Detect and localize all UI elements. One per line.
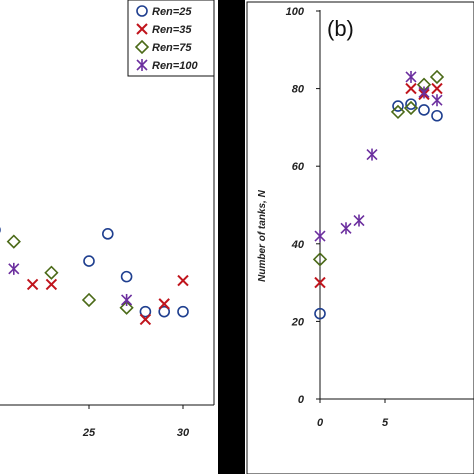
panel-b-point-x	[431, 82, 443, 95]
panel-a-point-circle	[120, 270, 133, 283]
panel-b-y-tick-label: 0	[298, 394, 305, 406]
panel-b-point-diamond	[403, 100, 419, 116]
panel-a-point-x	[177, 274, 189, 287]
legend-marker-diamond	[134, 39, 150, 55]
panel-b-point-diamond	[390, 104, 406, 120]
panel-b-point-x	[405, 82, 417, 95]
panel-a-point-x	[45, 278, 58, 291]
panel-b-point-asterisk	[353, 214, 365, 227]
panel-b-label: (b)	[327, 16, 354, 41]
panel-a-point-asterisk	[8, 262, 20, 275]
panel-a-point-circle	[102, 228, 114, 240]
panel-b-point-x	[314, 276, 326, 289]
panel-a: 25 30 Ren=25 Ren=35 Ren=75 Ren=100	[0, 0, 215, 439]
panel-b-y-axis-title: Number of tanks, N	[257, 189, 268, 281]
panel-b-point-asterisk	[314, 230, 326, 243]
panel-b-point-asterisk	[366, 148, 378, 161]
panel-a-point-diamond	[119, 300, 134, 315]
panel-b-x-tick-label: 5	[382, 417, 389, 429]
panel-a-point-diamond	[6, 234, 21, 249]
panel-a-point-diamond	[44, 265, 59, 280]
panel-b: (b) Number of tanks, N 0 20 40 60 80 100 0 5	[246, 1, 474, 474]
panel-a-point-circle	[139, 305, 152, 318]
panel-b-point-circle	[431, 109, 443, 122]
panel-b-point-diamond	[312, 252, 328, 267]
panel-b-point-asterisk	[418, 86, 430, 99]
panel-a-point-x	[26, 278, 39, 291]
panel-a-x-tick-label: 30	[177, 427, 190, 439]
panel-a-x-tick-label: 25	[82, 427, 96, 439]
panel-a-point-x	[139, 313, 152, 326]
panel-b-point-circle	[314, 307, 326, 320]
panel-b-point-diamond	[429, 69, 445, 85]
panel-b-background	[245, 0, 474, 474]
panel-b-y-tick-label: 100	[286, 6, 305, 18]
panel-b-y-tick-label: 20	[291, 316, 305, 328]
panel-a-point-circle	[177, 305, 189, 318]
legend-entry: Ren=75	[152, 42, 192, 54]
panel-b-point-asterisk	[431, 94, 443, 107]
legend-entry: Ren=35	[152, 24, 192, 36]
panel-b-point-circle	[405, 98, 417, 110]
legend-entry: Ren=100	[152, 60, 198, 72]
panel-b-border	[246, 1, 474, 474]
panel-a-point-circle	[158, 305, 170, 318]
legend-entry: Ren=25	[152, 6, 192, 18]
panel-a-point-diamond	[81, 292, 97, 308]
panel-a-point-asterisk	[121, 293, 133, 306]
panel-a-point-x	[158, 298, 170, 310]
panel-b-y-tick-label: 60	[292, 161, 305, 173]
panel-b-point-asterisk	[340, 222, 352, 235]
panel-b-x-tick-label: 0	[317, 417, 324, 429]
legend-marker-asterisk	[136, 59, 148, 71]
panel-a-point-circle	[83, 255, 95, 267]
panel-b-point-circle	[392, 100, 404, 112]
panel-b-point-circle	[418, 104, 430, 116]
panel-b-y-tick-label: 80	[292, 84, 305, 96]
legend: Ren=25 Ren=35 Ren=75 Ren=100	[127, 0, 215, 77]
panel-b-point-asterisk	[405, 70, 417, 83]
legend-marker-circle	[136, 5, 148, 17]
panel-a-background	[0, 0, 218, 474]
panel-b-y-tick-label: 40	[291, 239, 305, 251]
legend-marker-x	[136, 23, 148, 35]
